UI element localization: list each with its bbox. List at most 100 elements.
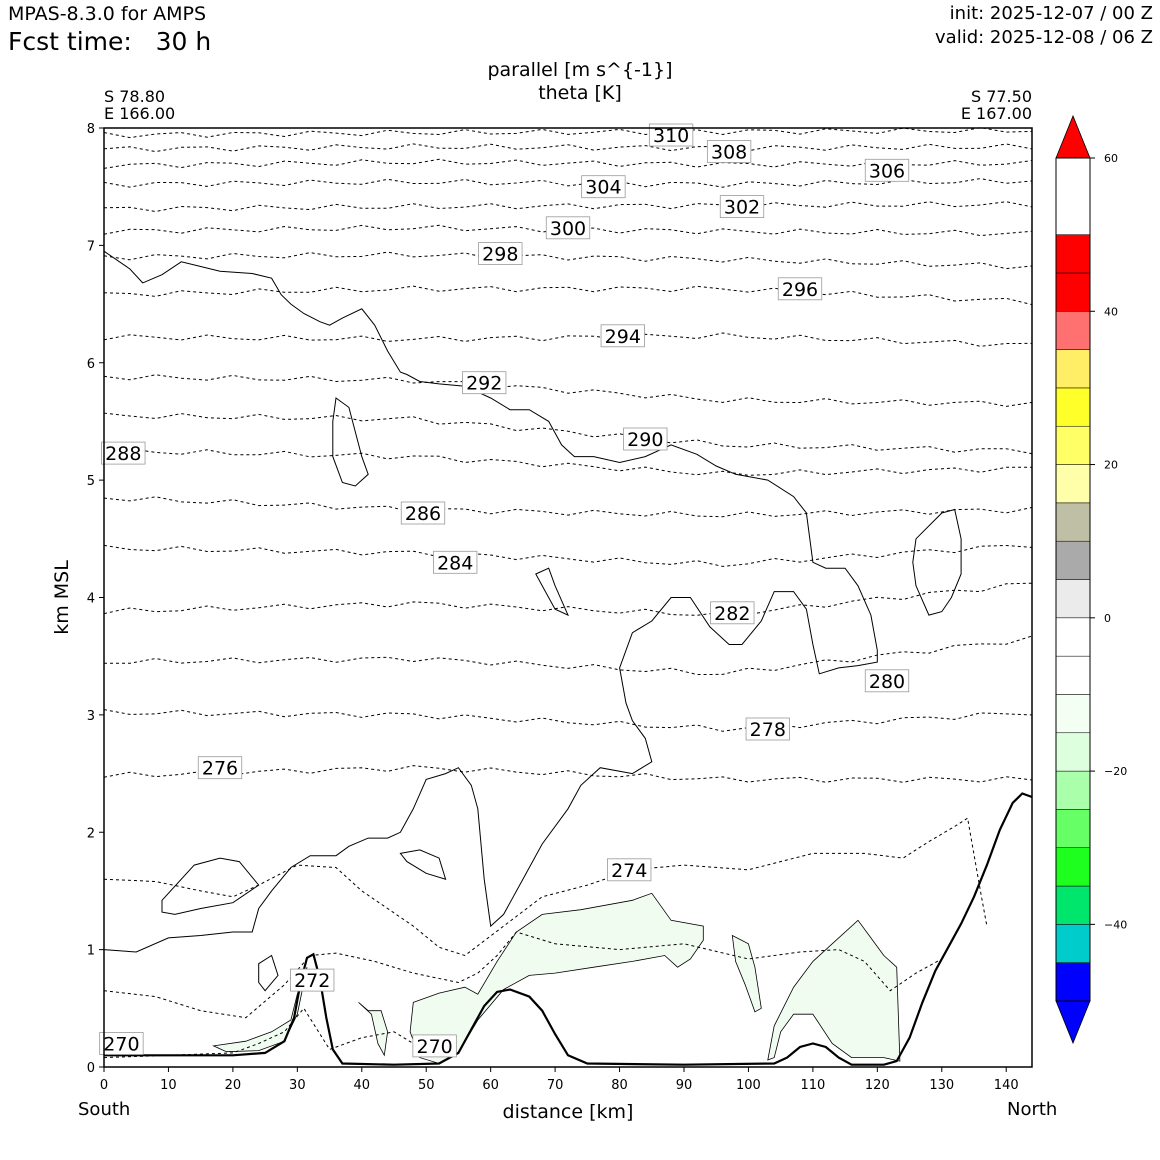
theta-label-text: 310 xyxy=(653,125,689,147)
y-axis-label: km MSL xyxy=(51,560,73,635)
colorbar-segment xyxy=(1055,272,1091,312)
x-axis-ticks: 0 10 20 30 40 50 60 70 80 90 100 110 120 130 140 xyxy=(100,1067,1019,1093)
isentrope-278 xyxy=(103,709,1033,732)
theta-label-310: 310 xyxy=(648,123,694,147)
theta-label-272: 272 xyxy=(290,968,335,992)
negative-wind-region-3 xyxy=(767,919,901,1062)
theta-label-280: 280 xyxy=(864,669,910,693)
terrain-profile xyxy=(104,792,1033,1066)
y-tick-label: 3 xyxy=(87,709,95,724)
colorbar-frame xyxy=(1055,157,1091,1002)
theta-label-300: 300 xyxy=(545,216,591,240)
colorbar-segment xyxy=(1055,924,1091,963)
y-tick-label: 5 xyxy=(87,474,95,489)
theta-label-box xyxy=(462,371,507,395)
theta-label-text: 290 xyxy=(627,429,663,451)
isentrope-304 xyxy=(103,178,1033,188)
colorbar-tick-label: 20 xyxy=(1104,459,1118,472)
theta-label-text: 292 xyxy=(466,373,502,395)
colorbar-segment xyxy=(1055,732,1091,772)
theta-label-text: 294 xyxy=(605,326,641,348)
theta-label-box xyxy=(864,669,910,693)
x-tick-label: 40 xyxy=(354,1078,371,1093)
colorbar-segment xyxy=(1055,234,1091,274)
x-tick-label: 20 xyxy=(225,1078,242,1093)
colorbar-segment xyxy=(1055,770,1091,810)
valid-time: valid: 2025-12-08 / 06 Z xyxy=(935,27,1153,48)
isentrope-284 xyxy=(103,544,1033,567)
theta-label-302: 302 xyxy=(719,195,765,219)
isentrope-310 xyxy=(103,127,1033,139)
theta-label-290: 290 xyxy=(623,427,668,451)
colorbar-segment xyxy=(1055,502,1091,542)
theta-label-box xyxy=(706,140,752,163)
south-direction-label: South xyxy=(78,1099,131,1120)
negative-wind-region-0 xyxy=(212,967,308,1053)
x-tick-label: 50 xyxy=(418,1078,435,1093)
theta-label-box xyxy=(99,1032,144,1055)
isentrope-low-1 xyxy=(103,931,943,1019)
theta-label-box xyxy=(197,756,243,780)
negative-wind-region-2 xyxy=(731,934,762,1013)
theta-label-text: 298 xyxy=(482,244,518,266)
isentrope-302 xyxy=(103,201,1033,213)
theta-label-box xyxy=(745,717,790,741)
theta-label-294: 294 xyxy=(600,324,645,348)
theta-label-text: 302 xyxy=(724,197,760,219)
y-tick-label: 0 xyxy=(87,1061,95,1076)
isentrope-294 xyxy=(103,332,1033,347)
theta-label-text: 308 xyxy=(711,142,747,164)
colorbar-segment xyxy=(1055,847,1091,887)
right-endpoint-lat: S 77.50 xyxy=(970,87,1032,106)
theta-label-text: 282 xyxy=(714,603,750,625)
theta-label-284: 284 xyxy=(433,550,478,574)
zero-wind-contour-2 xyxy=(912,508,962,616)
colorbar-tick-label: 0 xyxy=(1104,612,1111,625)
theta-label-box xyxy=(710,601,755,625)
isentrope-292 xyxy=(103,374,1033,407)
left-endpoint-lat: S 78.80 xyxy=(104,87,166,106)
theta-label-text: 270 xyxy=(416,1036,452,1058)
y-tick-label: 4 xyxy=(87,592,95,607)
zero-wind-contour-0 xyxy=(103,250,878,953)
colorbar-segment xyxy=(1055,464,1091,504)
colorbar-tick-label: 40 xyxy=(1104,305,1118,318)
isentrope-low-2 xyxy=(103,1007,440,1059)
y-tick-label: 1 xyxy=(87,944,95,959)
theta-label-282: 282 xyxy=(710,601,755,625)
theta-label-text: 300 xyxy=(550,218,586,240)
x-tick-label: 0 xyxy=(100,1078,108,1093)
colorbar-segment xyxy=(1055,809,1091,848)
theta-label-text: 288 xyxy=(105,443,141,465)
theta-label-text: 274 xyxy=(611,860,647,882)
theta-label-box xyxy=(719,195,765,219)
theta-label-text: 286 xyxy=(405,503,441,525)
y-tick-label: 7 xyxy=(87,239,95,254)
theta-label-text: 306 xyxy=(869,160,905,182)
x-tick-label: 80 xyxy=(611,1078,628,1093)
negative-wind-region-4 xyxy=(358,1002,389,1057)
colorbar: 60 40 20 0 −20 −40 xyxy=(1055,114,1127,1045)
theta-label-box xyxy=(412,1034,457,1058)
x-tick-label: 110 xyxy=(800,1078,825,1093)
theta-label-box xyxy=(400,501,446,525)
right-endpoint-lon: E 167.00 xyxy=(960,104,1032,123)
colorbar-segment xyxy=(1055,694,1091,734)
y-tick-label: 2 xyxy=(87,826,95,841)
negative-parallel-wind-fill xyxy=(212,892,901,1064)
zero-wind-contour-5 xyxy=(399,849,447,880)
theta-label-270: 270 xyxy=(412,1034,457,1058)
theta-label-box xyxy=(290,968,335,992)
isentrope-296 xyxy=(103,285,1033,306)
theta-label-306: 306 xyxy=(864,158,910,182)
theta-label-286: 286 xyxy=(400,501,446,525)
theta-label-box xyxy=(648,123,694,147)
theta-label-box xyxy=(433,550,478,574)
x-tick-label: 140 xyxy=(994,1078,1019,1093)
colorbar-segment xyxy=(1055,540,1091,580)
colorbar-segment xyxy=(1055,655,1091,695)
theta-label-278: 278 xyxy=(745,717,790,741)
isentrope-288 xyxy=(103,448,1032,476)
colorbar-segment xyxy=(1055,387,1091,427)
